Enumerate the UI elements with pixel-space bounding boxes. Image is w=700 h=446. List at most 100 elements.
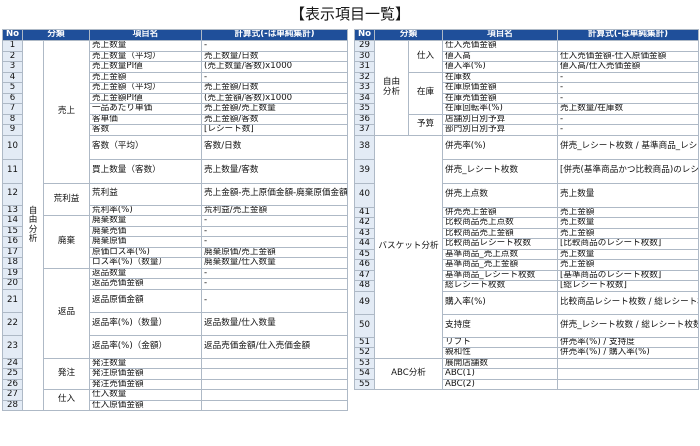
item-name: 値入高 <box>442 50 559 62</box>
formula: 廃棄数量/仕入数量 <box>201 257 349 269</box>
formula: [比較商品のレシート枚数] <box>557 238 700 250</box>
item-name: 支持度 <box>442 313 559 338</box>
item-name: 比較商品売上点数 <box>442 217 559 229</box>
item-name: 一品あたり単価 <box>89 103 203 115</box>
row-no: 21 <box>2 288 23 313</box>
item-name: 売上金額PI値 <box>89 92 203 104</box>
row-no: 50 <box>354 313 375 338</box>
row-no: 5 <box>2 82 23 94</box>
item-name: 併売率(%) <box>442 134 559 160</box>
row-no: 14 <box>2 215 23 227</box>
row-no: 31 <box>354 61 375 73</box>
item-name: ABC(1) <box>442 368 559 380</box>
formula: - <box>557 124 700 136</box>
header-no: No <box>2 29 23 41</box>
subcategory-waste: 廃棄 <box>42 215 91 269</box>
item-name: 売上数量PI値 <box>89 61 203 73</box>
header-no: No <box>354 29 375 41</box>
item-name: 発注売価金額 <box>89 378 203 390</box>
item-name: 売上金額 <box>89 71 203 83</box>
row-no: 55 <box>354 378 375 390</box>
formula: 仕入売価金額-仕入原価金額 <box>557 50 700 62</box>
formula: - <box>201 288 349 313</box>
formula: 併売_レシート枚数 / 基準商品_レシート枚数 <box>557 134 700 160</box>
formula: 売上金額/客数 <box>201 113 349 125</box>
row-no: 36 <box>354 113 375 125</box>
formula: - <box>201 40 349 52</box>
formula: 売上数量 <box>557 248 700 260</box>
formula: 返品売価金額/仕入売価金額 <box>201 334 349 359</box>
row-no: 13 <box>2 204 23 216</box>
item-name: 客数 <box>89 124 203 136</box>
row-no: 1 <box>2 40 23 52</box>
item-name: 比較商品売上金額 <box>442 227 559 239</box>
item-name: 値入率(%) <box>442 61 559 73</box>
item-name: 併売上点数 <box>442 182 559 208</box>
row-no: 12 <box>2 182 23 206</box>
formula: (売上数量/客数)x1000 <box>201 61 349 73</box>
formula: 売上金額 <box>557 259 700 271</box>
row-no: 43 <box>354 227 375 239</box>
item-name: 返品売価金額 <box>89 278 203 290</box>
formula: 併売率(%) / 購入率(%) <box>557 347 700 359</box>
formula <box>201 399 349 411</box>
row-no: 22 <box>2 311 23 336</box>
item-name: 売上数量 <box>89 40 203 52</box>
item-name: 親和性 <box>442 347 559 359</box>
formula: 廃棄原価/売上金額 <box>201 246 349 258</box>
row-no: 2 <box>2 50 23 62</box>
formula: 値入高/仕入売価金額 <box>557 61 700 73</box>
subcategory-inventory: 在庫 <box>407 71 444 115</box>
formula: - <box>557 92 700 104</box>
formula: 売上数量/日数 <box>201 50 349 62</box>
formula: 荒利益/売上金額 <box>201 204 349 216</box>
formula: - <box>201 71 349 83</box>
item-name: 売上金額（平均） <box>89 82 203 94</box>
formula <box>557 357 700 369</box>
item-name: 比較商品レシート枚数 <box>442 238 559 250</box>
item-name: 基準商品_売上金額 <box>442 259 559 271</box>
item-name: 併売_レシート枚数 <box>442 158 559 184</box>
row-no: 7 <box>2 103 23 115</box>
formula: 併売率(%) / 支持度 <box>557 336 700 348</box>
item-name: 総レシート枚数 <box>442 280 559 292</box>
item-name: 廃棄売価 <box>89 225 203 237</box>
row-no: 47 <box>354 269 375 281</box>
page-title: 【表示項目一覧】 <box>289 5 410 23</box>
header-item: 項目名 <box>442 29 559 41</box>
row-no: 33 <box>354 82 375 94</box>
formula: 比較商品レシート枚数 / 総レシート枚数 <box>557 290 700 315</box>
item-name: 在庫回転率(%) <box>442 103 559 115</box>
item-name: 在庫原価金額 <box>442 82 559 94</box>
formula <box>201 368 349 380</box>
formula: - <box>557 82 700 94</box>
item-name: 仕入原価金額 <box>89 399 203 411</box>
right-table: No 分類 項目名 計算式(-は単純集計) 29 自由 分析 仕入 仕入売価金額… <box>354 29 700 390</box>
subcategory-gross-profit: 荒利益 <box>42 182 91 216</box>
formula: - <box>201 236 349 248</box>
row-no: 16 <box>2 236 23 248</box>
formula: 併売_レシート枚数 / 総レシート枚数 <box>557 313 700 338</box>
row-no: 48 <box>354 280 375 292</box>
item-name: 併売売上金額 <box>442 206 559 218</box>
item-name: 発注数量 <box>89 357 203 369</box>
category-free-analysis: 自由 分析 <box>22 40 44 411</box>
category-abc-analysis: ABC分析 <box>373 357 444 390</box>
item-name: 売上数量（平均） <box>89 50 203 62</box>
row-no: 39 <box>354 158 375 184</box>
row-no: 40 <box>354 182 375 208</box>
formula: [併売(基準商品かつ比較商品)のレシート枚数] <box>557 158 700 184</box>
formula: 売上金額-売上原価金額-廃棄原価金額 <box>201 182 349 206</box>
item-name: 原価ロス率(%) <box>89 246 203 258</box>
row-no: 38 <box>354 134 375 160</box>
formula <box>557 40 700 52</box>
row-no: 9 <box>2 124 23 136</box>
item-name: 発注原価金額 <box>89 368 203 380</box>
formula: 売上数量/在庫数 <box>557 103 700 115</box>
subcategory-sales: 売上 <box>42 40 91 184</box>
row-no: 41 <box>354 206 375 218</box>
item-name: ABC(2) <box>442 378 559 390</box>
subcategory-orders: 発注 <box>42 357 91 390</box>
formula: - <box>201 278 349 290</box>
formula: - <box>557 113 700 125</box>
